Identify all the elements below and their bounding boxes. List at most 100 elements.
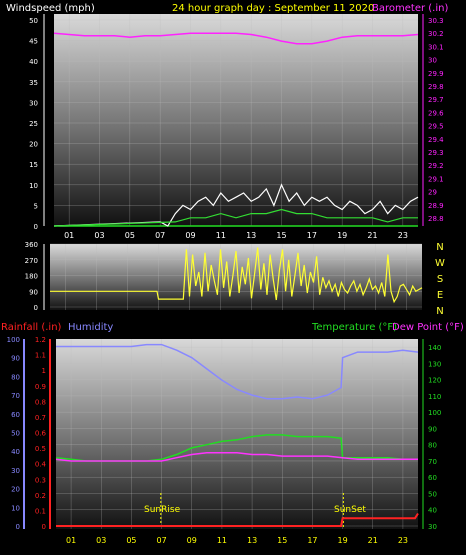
windspeed-tick-label: 45 xyxy=(29,38,38,46)
compass-label: N xyxy=(436,306,443,317)
rainfall-tick-label: 0.2 xyxy=(35,492,46,500)
barometer-tick-label: 29.4 xyxy=(428,136,444,144)
barometer-tick-label: 29.5 xyxy=(428,123,444,131)
windspeed-tick-label: 35 xyxy=(29,79,38,87)
humidity-tick-label: 30 xyxy=(11,467,20,475)
x-tick-label: 23 xyxy=(398,231,408,240)
barometer-tick-label: 29.2 xyxy=(428,162,444,170)
humidity-tick-label: 60 xyxy=(11,411,20,419)
compass-label: S xyxy=(437,274,443,285)
windspeed-tick-label: 25 xyxy=(29,120,38,128)
humidity-tick-label: 90 xyxy=(11,355,20,363)
sunset-label: SunSet xyxy=(334,505,366,515)
barometer-tick-label: 29.6 xyxy=(428,109,444,117)
temperature-humidity-series xyxy=(55,343,419,529)
temperature-tick-label: 70 xyxy=(428,458,437,466)
rainfall-tick-label: 0.3 xyxy=(35,476,46,484)
barometer-tick-label: 29.8 xyxy=(428,83,444,91)
sunrise-label: SunRise xyxy=(144,505,181,515)
temperature-tick-label: 80 xyxy=(428,442,437,450)
humidity-tick-label: 50 xyxy=(11,430,20,438)
barometer-tick-label: 30.1 xyxy=(428,43,444,51)
x-tick-label: 07 xyxy=(155,231,165,240)
x-tick-label: 19 xyxy=(337,536,347,545)
wind-direction-line xyxy=(50,247,423,304)
x-tick-label: 17 xyxy=(307,231,317,240)
barometer-tick-label: 30.2 xyxy=(428,30,444,38)
windspeed-tick-label: 15 xyxy=(29,161,38,169)
x-tick-label: 15 xyxy=(277,536,287,545)
temperature-tick-label: 50 xyxy=(428,490,437,498)
direction-tick-label: 270 xyxy=(25,257,38,265)
dew-point-axis-label: Dew Point (°F) xyxy=(392,322,464,333)
x-tick-label: 23 xyxy=(398,536,408,545)
x-tick-label: 07 xyxy=(156,536,166,545)
rainfall-tick-label: 1.2 xyxy=(35,336,46,344)
direction-tick-label: 0 xyxy=(34,304,38,312)
rainfall-tick-label: 0.1 xyxy=(35,507,46,515)
windspeed-barometer-series xyxy=(53,32,419,227)
windspeed-tick-label: 20 xyxy=(29,141,38,149)
barometer-axis-label: Barometer (.in) xyxy=(372,3,448,14)
x-tick-label: 21 xyxy=(367,231,377,240)
rainfall-line xyxy=(56,512,419,527)
graph-title: 24 hour graph day : September 11 2020 xyxy=(172,3,374,14)
barometer-tick-label: 30.3 xyxy=(428,17,444,25)
temperature-tick-label: 40 xyxy=(428,507,437,515)
humidity-tick-label: 0 xyxy=(16,523,20,531)
barometer-tick-label: 28.9 xyxy=(428,202,444,210)
dew-point-line xyxy=(55,452,418,462)
direction-tick-label: 360 xyxy=(25,241,38,249)
x-tick-label: 01 xyxy=(64,231,74,240)
humidity-tick-label: 10 xyxy=(11,504,20,512)
windspeed-tick-label: 5 xyxy=(34,202,38,210)
humidity-line xyxy=(56,343,419,400)
temperature-tick-label: 100 xyxy=(428,409,441,417)
windspeed-barometer-plot-area xyxy=(54,14,418,226)
rainfall-tick-label: 1.1 xyxy=(35,352,46,360)
barometer-in-line xyxy=(53,32,419,45)
compass-label: N xyxy=(436,242,443,253)
x-tick-label: 01 xyxy=(66,536,76,545)
temperature-tick-label: 140 xyxy=(428,344,441,352)
rainfall-tick-label: 0.9 xyxy=(35,383,46,391)
humidity-tick-label: 20 xyxy=(11,486,20,494)
temperature-tick-label: 30 xyxy=(428,523,437,531)
x-tick-label: 05 xyxy=(125,231,135,240)
temperature-tick-label: 120 xyxy=(428,377,441,385)
barometer-tick-label: 29 xyxy=(428,189,437,197)
windspeed-tick-label: 10 xyxy=(29,182,38,190)
x-tick-label: 03 xyxy=(94,231,104,240)
windspeed-tick-label: 30 xyxy=(29,99,38,107)
x-tick-label: 15 xyxy=(276,231,286,240)
x-tick-label: 11 xyxy=(216,231,226,240)
x-tick-label: 09 xyxy=(185,231,195,240)
windspeed-tick-label: 50 xyxy=(29,17,38,25)
windspeed-tick-label: 0 xyxy=(34,223,38,231)
windspeed-tick-label: 40 xyxy=(29,58,38,66)
humidity-tick-label: 40 xyxy=(11,448,20,456)
rainfall-tick-label: 0 xyxy=(42,523,46,531)
rainfall-tick-label: 0.6 xyxy=(35,430,47,438)
windspeed-axis-label: Windspeed (mph) xyxy=(6,3,95,14)
temperature-humidity-plot-area xyxy=(56,339,418,529)
rainfall-tick-label: 0.4 xyxy=(35,461,47,469)
barometer-tick-label: 30 xyxy=(428,57,437,65)
x-tick-label: 09 xyxy=(187,536,197,545)
barometer-tick-label: 28.8 xyxy=(428,215,444,223)
humidity-axis-label: Humidity xyxy=(68,322,113,333)
compass-label: W xyxy=(435,258,445,269)
x-tick-label: 13 xyxy=(247,536,257,545)
temperature-tick-label: 60 xyxy=(428,474,437,482)
direction-tick-label: 90 xyxy=(29,288,38,296)
barometer-tick-label: 29.1 xyxy=(428,175,444,183)
barometer-tick-label: 29.9 xyxy=(428,70,444,78)
temperature-axis-label: Temperature (°F) xyxy=(311,322,397,333)
temperature-tick-label: 130 xyxy=(428,360,441,368)
rainfall-tick-label: 0.5 xyxy=(35,445,46,453)
x-tick-label: 19 xyxy=(337,231,347,240)
rainfall-axis-label: Rainfall (.in) xyxy=(1,322,62,333)
barometer-tick-label: 29.7 xyxy=(428,96,444,104)
wind-direction-series xyxy=(50,247,423,304)
